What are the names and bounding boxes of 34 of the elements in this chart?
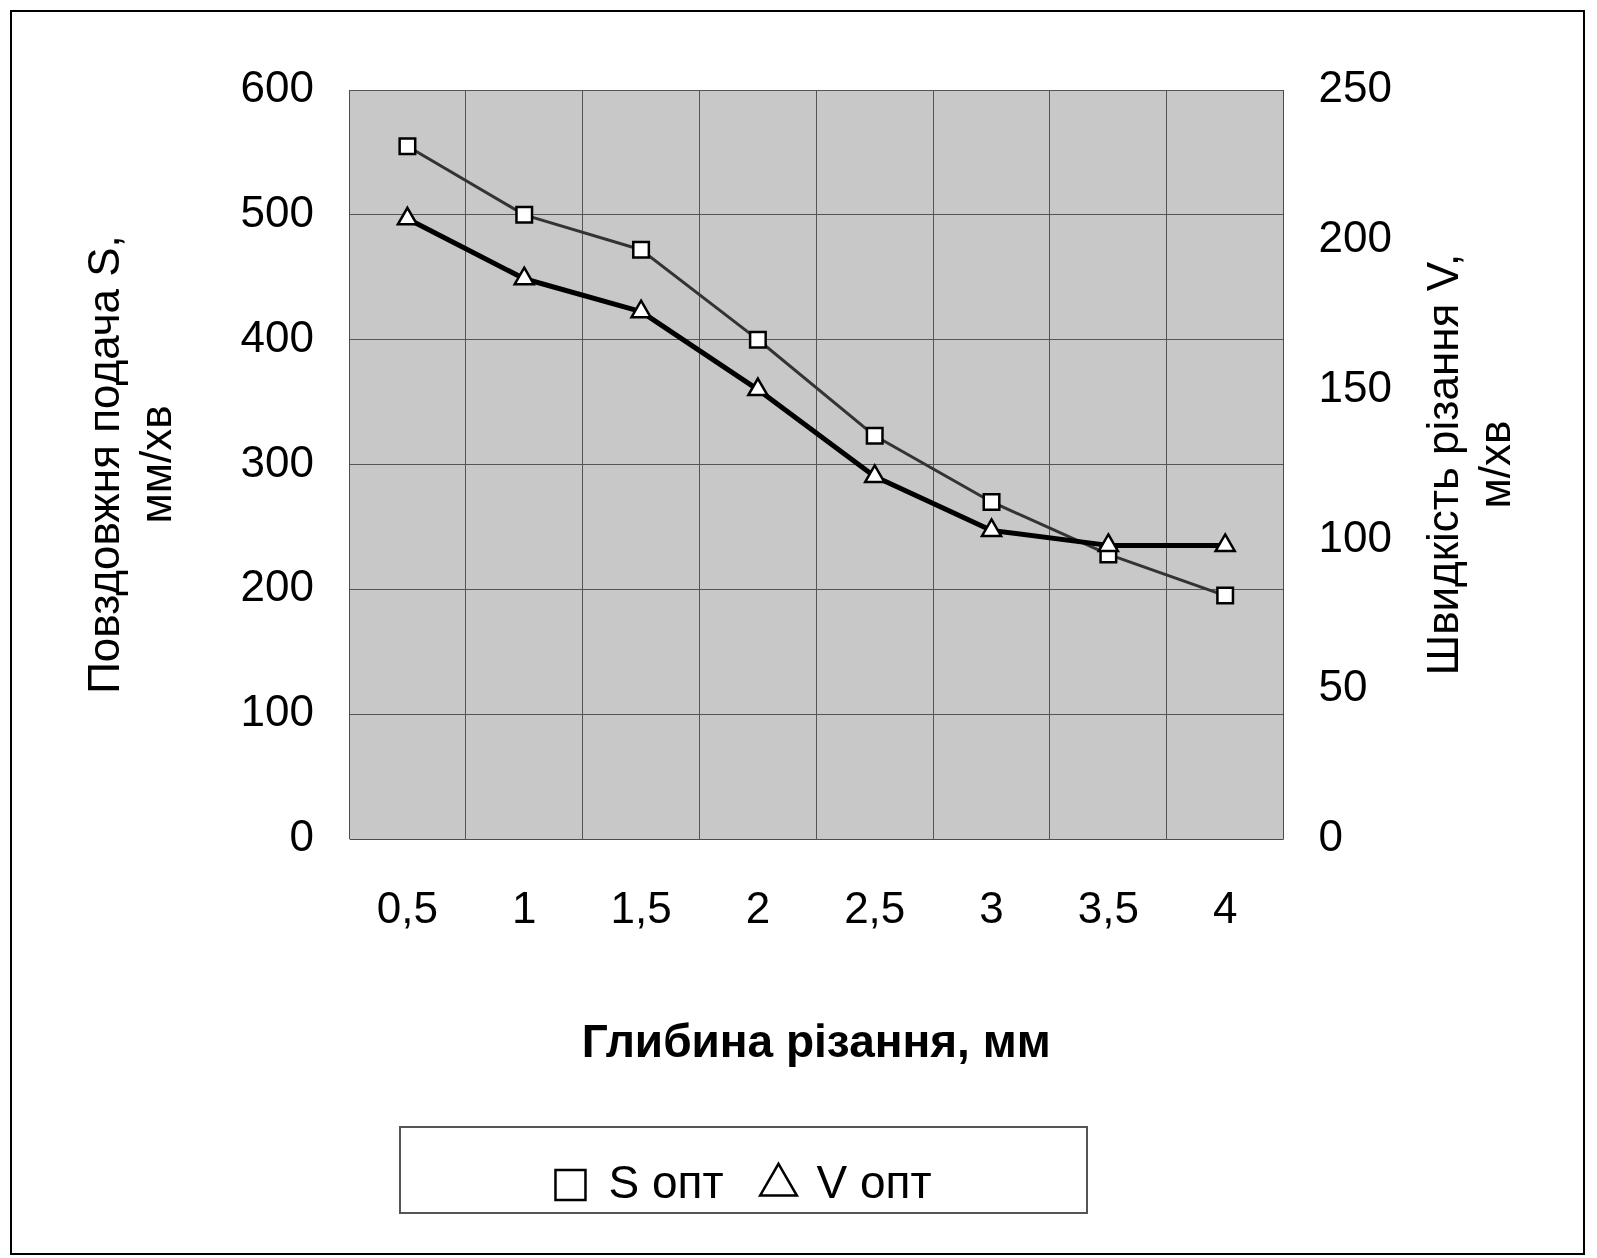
y2-tick-label: 200 (1318, 211, 1393, 261)
x-tick-label: 0,5 (376, 882, 439, 932)
y-axis-title: Повздовжня подача S, мм/хв (78, 235, 181, 694)
legend-label: S опт (608, 1155, 724, 1208)
x-tick-label: 4 (1212, 882, 1238, 932)
y2-tick-label: 0 (1318, 811, 1344, 861)
x-axis-title: Глибина різання, мм (581, 1015, 1051, 1068)
y-tick-label: 200 (240, 561, 315, 611)
point (863, 464, 886, 484)
y-tick-label: 500 (240, 186, 315, 236)
y2-tick-label: 100 (1318, 511, 1393, 561)
y-tick-label: 100 (240, 686, 315, 736)
point (980, 518, 1003, 538)
point (513, 266, 536, 286)
point (630, 299, 652, 319)
y2-tick-label: 50 (1318, 661, 1368, 711)
y2-axis-title: Швидкість різання V, м/хв (1418, 253, 1520, 676)
point (396, 206, 419, 226)
x-tick-label: 2,5 (844, 882, 906, 932)
point (1214, 533, 1236, 553)
y2-tick-label: 250 (1318, 62, 1393, 112)
y-tick-label: 0 (289, 811, 315, 861)
y-tick-label: 300 (240, 436, 315, 486)
point (747, 377, 769, 397)
y-tick-label: 600 (240, 62, 315, 112)
x-tick-label: 2 (745, 882, 771, 932)
x-tick-label: 3 (979, 882, 1004, 932)
point (1097, 533, 1120, 553)
legend-label: V опт (816, 1155, 932, 1208)
y2-tick-label: 150 (1318, 361, 1393, 411)
x-tick-label: 3,5 (1077, 882, 1139, 932)
x-tick-label: 1 (512, 882, 537, 932)
y-tick-label: 400 (240, 311, 315, 361)
x-tick-label: 1,5 (610, 882, 672, 932)
